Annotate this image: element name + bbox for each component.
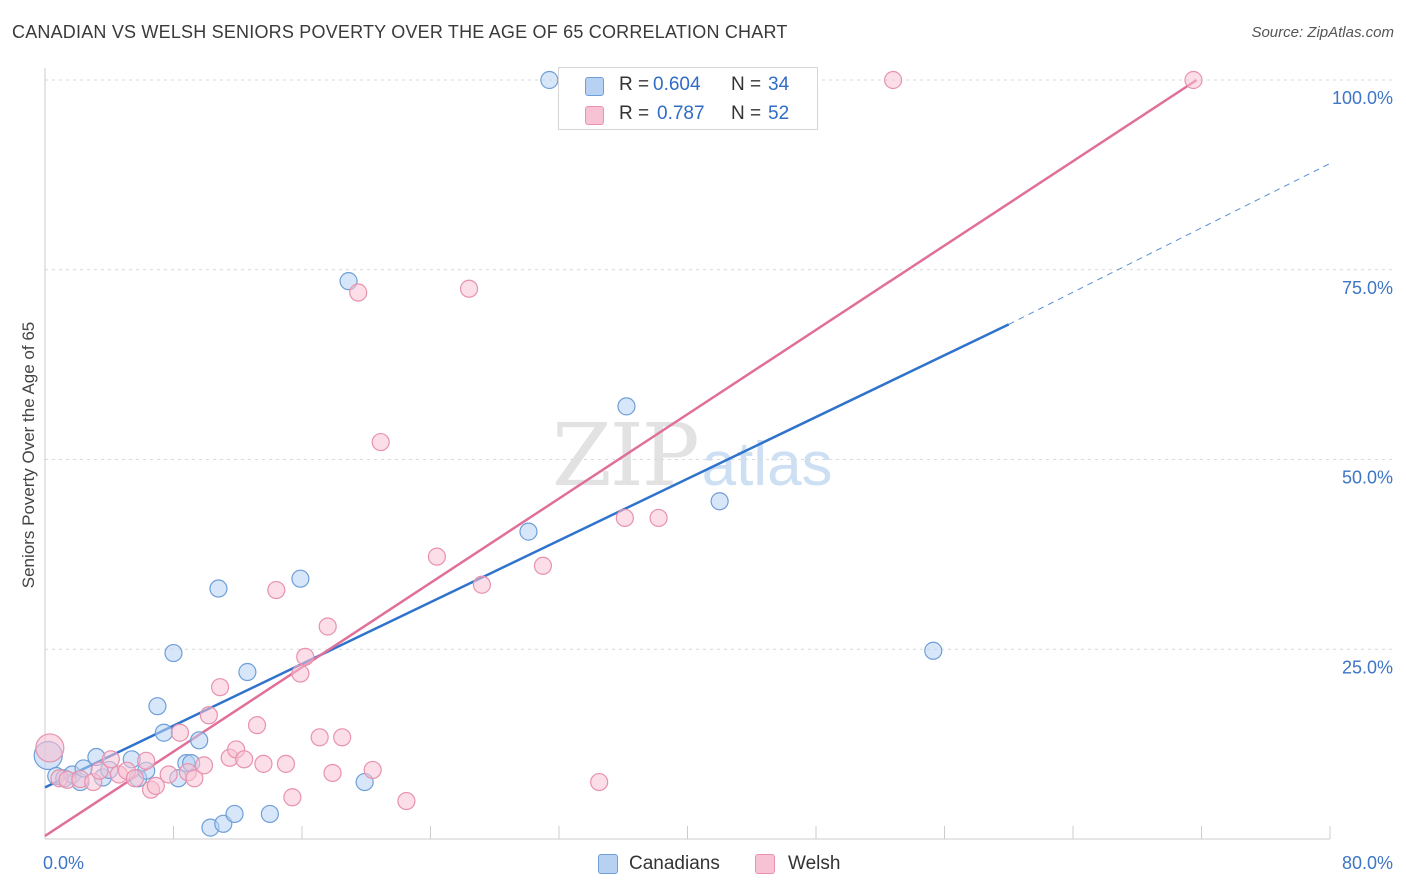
points-layer <box>33 70 1203 837</box>
trend-lines-layer <box>44 78 1331 838</box>
welsh-point <box>472 575 491 594</box>
welsh-r-value: 0.787 <box>657 103 705 124</box>
canadians-point <box>710 492 729 511</box>
canadians-point <box>190 731 209 750</box>
canadians-point <box>238 662 257 682</box>
canadians-r-value: 0.604 <box>653 74 701 95</box>
canadians-point <box>164 643 183 663</box>
canadians-swatch <box>585 77 604 96</box>
legend-row-welsh: R = 0.787 N = 52 <box>559 99 817 129</box>
welsh-point <box>90 761 109 780</box>
welsh-point <box>590 772 609 792</box>
welsh-point <box>318 617 337 636</box>
canadians-point <box>260 804 279 824</box>
canadians-trend-extension <box>1008 163 1331 325</box>
welsh-point <box>267 580 286 600</box>
welsh-point <box>276 754 296 773</box>
canadians-point <box>154 723 173 742</box>
correlation-legend: R = 0.604 N = 34 R = 0.787 N = 52 <box>558 67 818 130</box>
welsh-n-label: N = <box>731 103 762 124</box>
canadians-trend-line <box>44 323 1010 789</box>
welsh-point <box>427 547 447 566</box>
legend-row-canadians: R = 0.604 N = 34 <box>559 70 817 100</box>
canadians-legend-label: Canadians <box>629 853 720 874</box>
y-tick-label: 75.0% <box>1342 278 1393 298</box>
welsh-point <box>615 508 634 528</box>
welsh-point <box>349 283 368 302</box>
welsh-point <box>310 728 329 747</box>
welsh-point <box>125 769 145 788</box>
tick-labels-layer: 100.0% 75.0% 50.0% 25.0% 0.0% 80.0% <box>43 88 1393 873</box>
canadians-legend-swatch <box>598 854 618 874</box>
welsh-point <box>459 279 479 298</box>
welsh-swatch <box>585 106 604 125</box>
welsh-point <box>283 788 302 807</box>
welsh-point <box>235 750 254 769</box>
welsh-point <box>210 678 230 697</box>
canadians-n-label: N = <box>731 74 762 95</box>
welsh-point <box>883 70 903 90</box>
canadians-point <box>617 397 636 416</box>
welsh-point <box>649 508 668 528</box>
welsh-point <box>146 776 165 795</box>
grid-layer <box>45 79 1395 650</box>
canadians-n-value: 34 <box>768 74 790 95</box>
welsh-point <box>291 664 310 683</box>
chart-title: CANADIAN VS WELSH SENIORS POVERTY OVER T… <box>12 22 788 42</box>
welsh-point <box>397 791 416 811</box>
welsh-point <box>371 432 390 452</box>
welsh-point <box>170 723 190 742</box>
welsh-point <box>194 756 214 775</box>
canadians-point <box>225 804 244 824</box>
welsh-point <box>333 728 352 747</box>
source-note: Source: ZipAtlas.com <box>1251 24 1394 41</box>
welsh-point <box>1184 70 1203 90</box>
welsh-point <box>363 760 382 780</box>
welsh-r-label: R = <box>619 103 650 124</box>
y-tick-label: 50.0% <box>1342 468 1393 488</box>
canadians-point <box>924 641 943 660</box>
welsh-point <box>247 716 267 735</box>
welsh-point <box>323 763 342 783</box>
welsh-point <box>185 769 204 788</box>
canadians-point <box>291 569 310 588</box>
y-tick-label: 100.0% <box>1332 88 1393 108</box>
welsh-point <box>533 556 553 575</box>
welsh-point <box>199 706 218 725</box>
welsh-trend-line <box>44 78 1198 838</box>
y-tick-label: 25.0% <box>1342 657 1393 677</box>
welsh-point <box>137 751 156 770</box>
canadians-point <box>209 579 228 598</box>
x-tick-label: 0.0% <box>43 853 84 873</box>
x-tick-label: 80.0% <box>1342 853 1393 873</box>
welsh-point <box>296 647 315 666</box>
welsh-legend-label: Welsh <box>788 853 841 874</box>
welsh-point <box>254 754 273 773</box>
welsh-point <box>159 765 178 784</box>
welsh-legend-swatch <box>755 854 775 874</box>
welsh-n-value: 52 <box>768 103 790 124</box>
canadians-point <box>519 522 538 541</box>
canadians-r-label: R = <box>619 74 650 95</box>
canadians-point <box>148 697 167 716</box>
canadians-point <box>540 70 559 90</box>
axes-layer <box>44 68 1331 840</box>
welsh-point <box>101 750 120 769</box>
welsh-point <box>35 733 65 763</box>
